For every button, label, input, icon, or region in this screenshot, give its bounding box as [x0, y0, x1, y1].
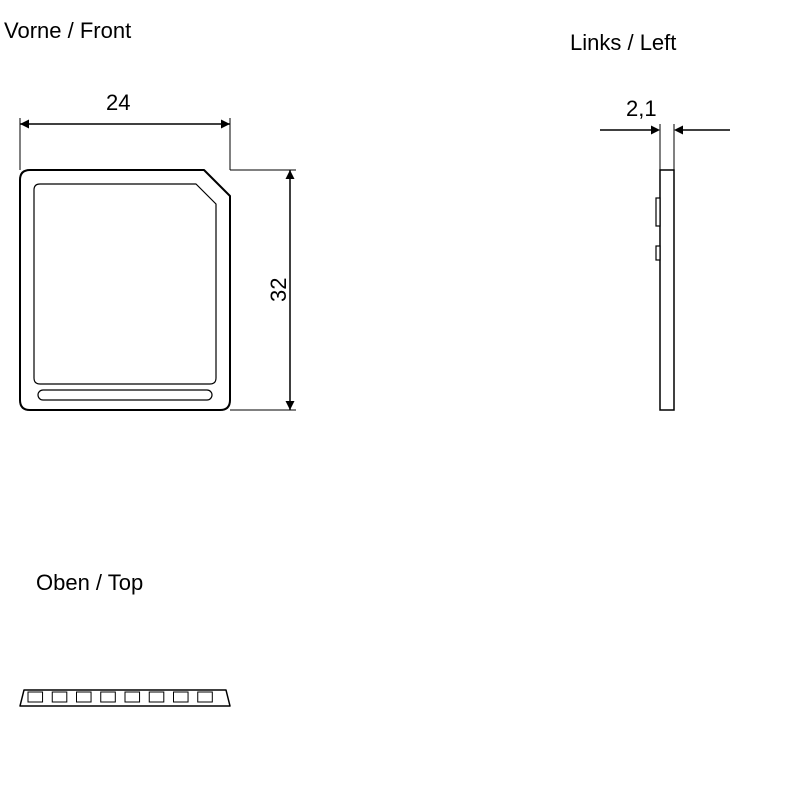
technical-drawing — [0, 0, 800, 800]
